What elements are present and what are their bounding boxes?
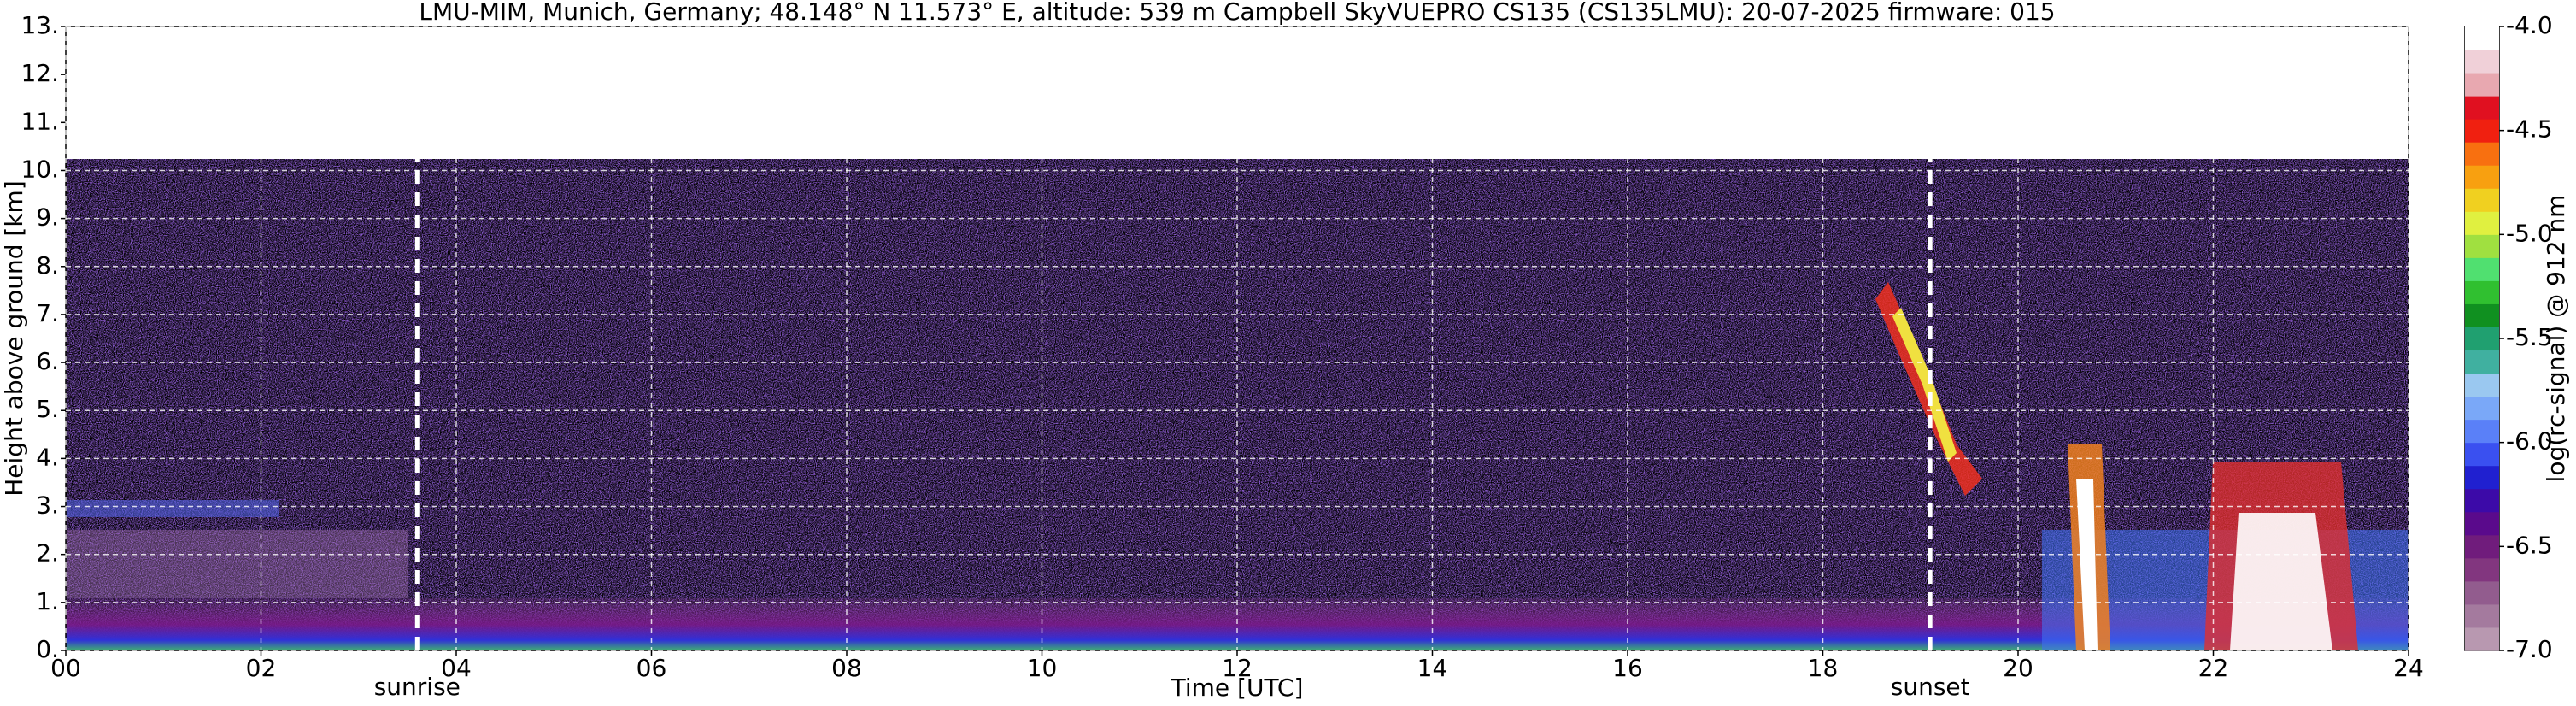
y-axis-label: Height above ground [km]: [0, 180, 28, 497]
colorbar-swatch: [2465, 96, 2499, 120]
colorbar-swatch: [2465, 373, 2499, 397]
colorbar-swatch: [2465, 580, 2499, 605]
y-tick-label: 11.: [21, 107, 59, 135]
x-tick-label: 16: [1612, 654, 1643, 682]
colorbar-tick-label: -6.5: [2506, 531, 2553, 559]
colorbar-swatch: [2465, 303, 2499, 327]
colorbar-tick-label: -7.0: [2506, 635, 2553, 663]
colorbar-swatch: [2465, 188, 2499, 212]
x-tick-label: 24: [2393, 654, 2424, 682]
y-tick-label: 5.: [36, 395, 59, 423]
colorbar-swatch: [2465, 603, 2499, 628]
colorbar-tick-label: -5.0: [2506, 219, 2553, 247]
colorbar-label: log(rc-signal) @ 912 nm: [2542, 195, 2570, 483]
y-tick-label: 2.: [36, 539, 59, 568]
colorbar-tick-label: -5.5: [2506, 323, 2553, 351]
x-tick-label: 12: [1222, 654, 1253, 682]
colorbar-swatch: [2465, 73, 2499, 97]
colorbar-swatch: [2465, 534, 2499, 559]
x-tick-label: 20: [2003, 654, 2033, 682]
x-tick-label: 02: [246, 654, 277, 682]
y-tick-label: 13.: [21, 11, 59, 39]
colorbar-tick-label: -4.5: [2506, 115, 2553, 144]
colorbar-swatch: [2465, 419, 2499, 444]
y-tick-label: 0.: [36, 635, 59, 663]
colorbar-tick-label: -4.0: [2506, 11, 2553, 39]
x-tick-label: 18: [1808, 654, 1839, 682]
colorbar-swatch: [2465, 26, 2499, 50]
colorbar-swatch: [2465, 165, 2499, 189]
colorbar-swatch: [2465, 119, 2499, 143]
colorbar-swatch: [2465, 257, 2499, 281]
annotation: sunrise: [374, 673, 461, 701]
colorbar-swatch: [2465, 280, 2499, 304]
colorbar-swatch: [2465, 488, 2499, 513]
y-tick-label: 10.: [21, 155, 59, 183]
colorbar-swatch: [2465, 627, 2499, 651]
colorbar-swatch: [2465, 396, 2499, 421]
colorbar-swatch: [2465, 511, 2499, 536]
x-tick-label: 10: [1027, 654, 1058, 682]
x-axis-label: Time [UTC]: [1171, 674, 1304, 702]
colorbar-swatch: [2465, 234, 2499, 258]
x-tick-label: 00: [50, 654, 81, 682]
y-tick-label: 9.: [36, 203, 59, 232]
colorbar-swatch: [2465, 465, 2499, 490]
x-tick-label: 04: [441, 654, 472, 682]
colorbar-tick-label: -6.0: [2506, 427, 2553, 456]
colorbar-swatch: [2465, 442, 2499, 467]
x-tick-label: 06: [637, 654, 667, 682]
colorbar-swatch: [2465, 211, 2499, 235]
colorbar-swatch: [2465, 350, 2499, 374]
chart-title: LMU-MIM, Munich, Germany; 48.148° N 11.5…: [419, 0, 2055, 26]
y-tick-label: 8.: [36, 251, 59, 279]
y-tick-label: 3.: [36, 491, 59, 520]
colorbar-swatch: [2465, 557, 2499, 582]
colorbar-swatch: [2465, 327, 2499, 351]
y-tick-label: 12.: [21, 59, 59, 87]
x-tick-label: 14: [1417, 654, 1448, 682]
y-tick-label: 6.: [36, 347, 59, 375]
colorbar-swatch: [2465, 142, 2499, 166]
x-tick-label: 22: [2198, 654, 2229, 682]
annotation: sunset: [1891, 673, 1970, 701]
y-tick-label: 1.: [36, 587, 59, 615]
y-tick-label: 7.: [36, 299, 59, 327]
colorbar-swatch: [2465, 50, 2499, 74]
y-tick-label: 4.: [36, 443, 59, 471]
x-tick-label: 08: [831, 654, 862, 682]
